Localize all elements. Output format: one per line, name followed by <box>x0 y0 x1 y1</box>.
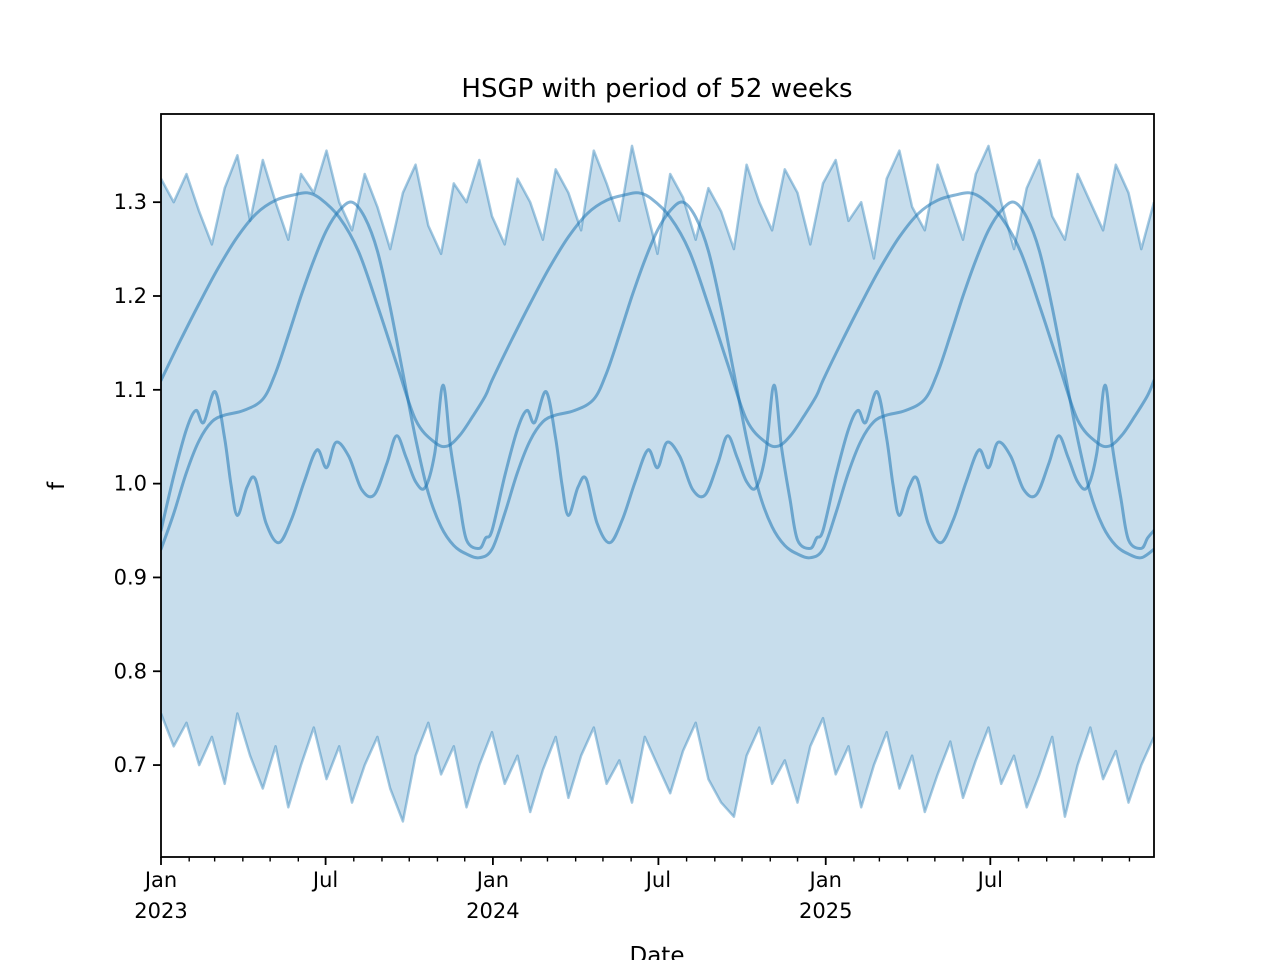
x-tick-year-label: 2023 <box>134 899 187 923</box>
y-tick-label: 1.3 <box>114 190 147 214</box>
uncertainty-band <box>161 145 1154 822</box>
y-tick-label: 1.1 <box>114 378 147 402</box>
x-tick-label: Jan <box>808 868 842 892</box>
band-upper-edge <box>161 144 1154 260</box>
gp-sample-curve-1 <box>161 191 1154 449</box>
x-tick-label: Jul <box>311 868 338 892</box>
band-lower-edge <box>161 712 1154 823</box>
gp-sample-curve-3 <box>161 383 1154 550</box>
x-tick-label: Jan <box>143 868 177 892</box>
x-axis-label: Date <box>630 943 685 960</box>
gp-sample-curve-2 <box>161 200 1154 560</box>
y-tick-label: 0.9 <box>114 565 147 589</box>
x-tick-label: Jul <box>644 868 671 892</box>
y-axis-label: f <box>44 481 70 490</box>
y-tick-label: 0.7 <box>114 753 147 777</box>
y-tick-label: 1.0 <box>114 472 147 496</box>
plot-frame <box>160 113 1155 858</box>
plot-title: HSGP with period of 52 weeks <box>461 74 852 104</box>
x-tick-year-label: 2024 <box>466 899 519 923</box>
x-tick-year-label: 2025 <box>799 899 852 923</box>
y-tick-label: 0.8 <box>114 659 147 683</box>
y-tick-label: 1.2 <box>114 284 147 308</box>
x-tick-label: Jan <box>475 868 509 892</box>
x-tick-label: Jul <box>976 868 1003 892</box>
plot-area <box>161 144 1154 823</box>
